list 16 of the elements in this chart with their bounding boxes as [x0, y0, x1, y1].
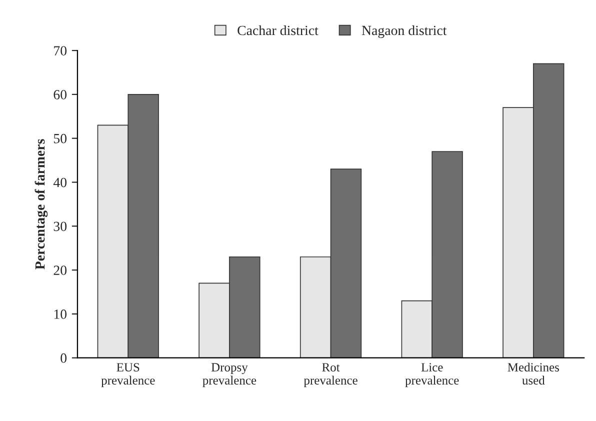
x-tick-label: Dropsy prevalence — [202, 363, 256, 388]
legend-label: Cachar district — [238, 25, 318, 36]
y-tick-label: 20 — [54, 266, 67, 275]
x-tick-label: Lice prevalence — [405, 363, 459, 388]
y-tick-label: 10 — [54, 310, 67, 319]
y-tick-label: 50 — [54, 134, 67, 144]
y-tick-label: 30 — [54, 222, 67, 232]
x-tick-label: Medicines used — [508, 362, 559, 385]
x-tick-label: Rot prevalence — [304, 363, 358, 388]
y-tick-label: 70 — [54, 46, 67, 56]
legend-label: Nagaon district — [362, 25, 447, 38]
y-tick-label: 0 — [60, 353, 67, 363]
y-tick-label: 60 — [54, 90, 67, 100]
y-tick-label: 40 — [53, 178, 67, 188]
y-axis-title: Percentage of farmers — [34, 139, 48, 270]
x-tick-label: EUS prevalence — [101, 363, 155, 388]
